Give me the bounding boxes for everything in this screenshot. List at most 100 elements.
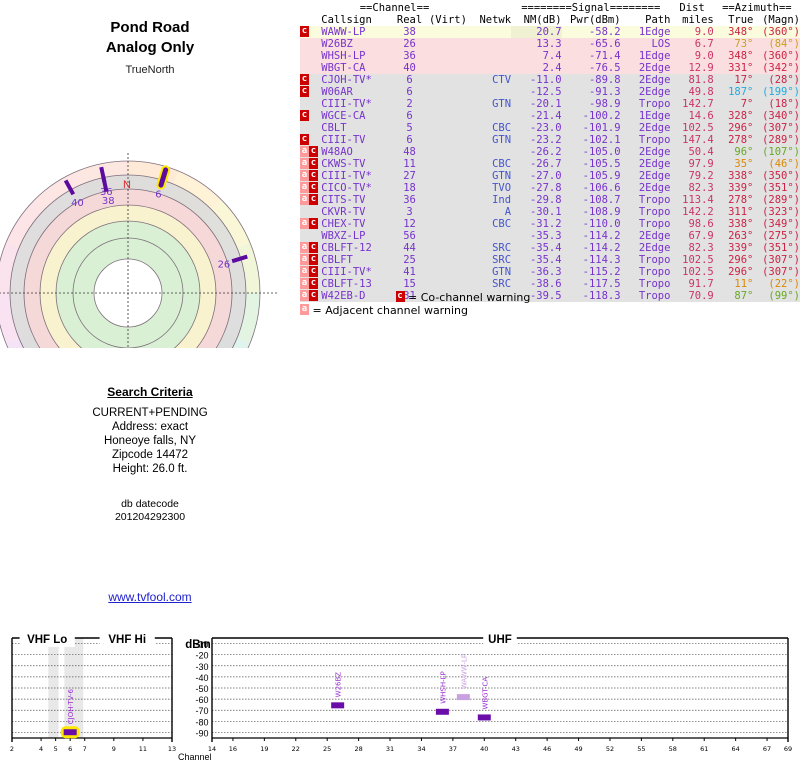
adjacent-channel-badge-icon: a bbox=[300, 194, 309, 205]
cell-real-channel: 6 bbox=[406, 110, 413, 122]
cell-distance-miles: 82.3 bbox=[688, 182, 714, 194]
table-row[interactable]: a c CITS-TV 36 Ind -29.8 -108.7 Tropo 113.4 278° (… bbox=[300, 194, 800, 206]
x-tick-1-34: 34 bbox=[417, 745, 425, 753]
bar-CJOH-TV-6[interactable] bbox=[63, 729, 77, 736]
table-row[interactable]: a c CKWS-TV 11 CBC -26.7 -105.5 2Edge 97.9 35° (46… bbox=[300, 158, 800, 170]
shaded-band-0-1 bbox=[64, 638, 84, 738]
cell-power-dbm: -100.2 bbox=[582, 110, 621, 122]
cell-azimuth-magnetic: (99°) bbox=[768, 290, 800, 302]
warning-cell bbox=[300, 38, 321, 50]
cell-azimuth-true: 73° bbox=[734, 38, 754, 50]
cell-path: 2Edge bbox=[638, 146, 671, 158]
cell-azimuth-magnetic: (360°) bbox=[762, 50, 800, 62]
table-row[interactable]: a c CICO-TV* 18 TVO -27.8 -106.6 2Edge 82.3 339° (… bbox=[300, 182, 800, 194]
cell-distance-miles: 81.8 bbox=[688, 74, 714, 86]
bar-WBGT-CA[interactable] bbox=[477, 714, 491, 721]
bar-WAWW-LP[interactable] bbox=[456, 694, 470, 701]
search-criteria-block: Search Criteria CURRENT+PENDING Address:… bbox=[0, 385, 300, 524]
co-channel-badge-icon: c bbox=[309, 290, 318, 301]
cell-path: Tropo bbox=[638, 194, 671, 206]
table-row[interactable]: CKVR-TV 3 A -30.1 -108.9 Tropo 142.2 311° (323°) bbox=[300, 206, 800, 218]
title-line-2: Analog Only bbox=[105, 39, 195, 56]
polar-marker-6-3[interactable] bbox=[158, 167, 169, 188]
cell-virtual-channel bbox=[428, 218, 468, 230]
cell-real-channel: 2 bbox=[406, 98, 413, 110]
band-label-bg-0-1 bbox=[99, 629, 155, 647]
x-tick-0-2: 2 bbox=[10, 745, 14, 753]
warning-cell bbox=[300, 206, 321, 218]
x-tick-1-55: 55 bbox=[637, 745, 645, 753]
adjacent-channel-badge-icon: a bbox=[300, 146, 309, 157]
band-label-vhf-hi: VHF Hi bbox=[108, 634, 146, 646]
cell-network: GTN bbox=[492, 170, 512, 182]
cell-path: Tropo bbox=[638, 134, 671, 146]
table-row[interactable]: c WAWW-LP 38 20.7 -58.2 1Edge 9.0 348° (360°) bbox=[300, 26, 800, 38]
table-row[interactable]: a c W42EB-D 31 -39.5 -118.3 Tropo 70.9 87° (99°) bbox=[300, 290, 800, 302]
table-row[interactable]: CIII-TV* 2 GTN -20.1 -98.9 Tropo 142.7 7° (18°) bbox=[300, 98, 800, 110]
adjacent-channel-badge-icon: a bbox=[300, 304, 309, 315]
legend-adjacent-channel: a = Adjacent channel warning bbox=[300, 304, 468, 317]
table-row[interactable]: a c CIII-TV* 27 GTN -27.0 -105.9 2Edge 79.2 338° (… bbox=[300, 170, 800, 182]
cell-callsign: W06AR bbox=[321, 86, 353, 98]
table-row[interactable]: CBLT 5 CBC -23.0 -101.9 2Edge 102.5 296° (307°) bbox=[300, 122, 800, 134]
cell-real-channel: 36 bbox=[403, 194, 416, 206]
report-title: Pond Road Analog Only bbox=[0, 0, 300, 58]
table-row[interactable]: WHSH-LP 36 7.4 -71.4 1Edge 9.0 348° (360°) bbox=[300, 50, 800, 62]
cell-callsign: WAWW-LP bbox=[321, 26, 366, 38]
cell-azimuth-magnetic: (340°) bbox=[762, 110, 800, 122]
table-row[interactable]: c CIII-TV 6 GTN -23.2 -102.1 Tropo 147.4 278° (28… bbox=[300, 134, 800, 146]
cell-azimuth-true: 17° bbox=[734, 74, 754, 86]
table-row[interactable]: a c CBLFT-13 15 SRC -38.6 -117.5 Tropo 91.7 11° (2… bbox=[300, 278, 800, 290]
cell-path: Tropo bbox=[638, 218, 671, 230]
table-row[interactable]: c WGCE-CA 6 -21.4 -100.2 1Edge 14.6 328° (340°) bbox=[300, 110, 800, 122]
cell-network: SRC bbox=[492, 278, 512, 290]
table-row[interactable]: WBXZ-LP 56 -35.3 -114.2 2Edge 67.9 263° (275°) bbox=[300, 230, 800, 242]
polar-marker-40-0[interactable] bbox=[63, 179, 76, 196]
column-header-path: Path bbox=[645, 14, 671, 26]
polar-svg: 4036386266 N bbox=[0, 153, 278, 433]
table-column-header-row: Callsign Real (Virt) Netwk NM(dB) Pwr(dBm) Pat… bbox=[300, 14, 800, 26]
table-row[interactable]: WBGT-CA 40 2.4 -76.5 2Edge 12.9 331° (342°) bbox=[300, 62, 800, 74]
x-tick-0-6: 6 bbox=[68, 745, 72, 753]
cell-real-channel: 48 bbox=[403, 146, 416, 158]
tvfool-link[interactable]: www.tvfool.com bbox=[108, 590, 192, 604]
cell-real-channel: 6 bbox=[406, 86, 413, 98]
table-row[interactable]: a c CBLFT-12 44 SRC -35.4 -114.2 2Edge 82.3 339° (… bbox=[300, 242, 800, 254]
cell-virtual-channel bbox=[428, 98, 468, 110]
polar-marker-26-4[interactable] bbox=[231, 254, 248, 264]
table-row[interactable]: a c CHEX-TV 12 CBC -31.2 -110.0 Tropo 98.6 338° (3… bbox=[300, 218, 800, 230]
criteria-line-3: Zipcode 14472 bbox=[111, 449, 189, 461]
bar-WHSH-LP[interactable] bbox=[435, 708, 449, 715]
cell-azimuth-magnetic: (360°) bbox=[762, 26, 800, 38]
co-channel-badge-icon: c bbox=[309, 182, 318, 193]
x-tick-1-52: 52 bbox=[606, 745, 614, 753]
db-datecode-label: db datecode bbox=[121, 498, 179, 510]
cell-network: SRC bbox=[492, 242, 512, 254]
table-row[interactable]: c W06AR 6 -12.5 -91.3 2Edge 49.8 187° (199°) bbox=[300, 86, 800, 98]
polar-marker-label-26-4: 26 bbox=[218, 260, 231, 271]
table-row[interactable]: W26BZ 26 13.3 -65.6 LOS 6.7 73° (84°) bbox=[300, 38, 800, 50]
cell-power-dbm: -115.2 bbox=[582, 266, 621, 278]
warning-cell: c bbox=[300, 134, 321, 146]
bar-W26BZ[interactable] bbox=[331, 702, 345, 709]
table-row[interactable]: a c CIII-TV* 41 GTN -36.3 -115.2 Tropo 102.5 296°… bbox=[300, 266, 800, 278]
cell-distance-miles: 142.2 bbox=[682, 206, 714, 218]
table-row[interactable]: a c CBLFT 25 SRC -35.4 -114.3 Tropo 102.5 296° (30… bbox=[300, 254, 800, 266]
cell-network bbox=[468, 62, 511, 74]
cell-noise-margin: -31.2 bbox=[529, 218, 562, 230]
cell-path: 2Edge bbox=[638, 170, 671, 182]
cell-power-dbm: -108.7 bbox=[582, 194, 621, 206]
cell-callsign: CIII-TV bbox=[321, 134, 366, 146]
polar-marker-38-2[interactable] bbox=[101, 175, 109, 193]
cell-distance-miles: 6.7 bbox=[694, 38, 714, 50]
table-row[interactable]: c CJOH-TV* 6 CTV -11.0 -89.8 2Edge 81.8 17° (28°) bbox=[300, 74, 800, 86]
signal-table: ==Channel== ========Signal======== Dist ==A… bbox=[300, 2, 800, 302]
adjacent-channel-badge-icon: a bbox=[300, 266, 309, 277]
cell-network: GTN bbox=[492, 266, 512, 278]
cell-virtual-channel bbox=[428, 74, 468, 86]
x-tick-1-43: 43 bbox=[512, 745, 520, 753]
table-row[interactable]: a c W48AO 48 -26.2 -105.0 2Edge 50.4 96° (107°) bbox=[300, 146, 800, 158]
cell-callsign: WGCE-CA bbox=[321, 110, 366, 122]
co-channel-badge-icon: c bbox=[309, 266, 318, 277]
cell-noise-margin: 7.4 bbox=[542, 50, 562, 62]
